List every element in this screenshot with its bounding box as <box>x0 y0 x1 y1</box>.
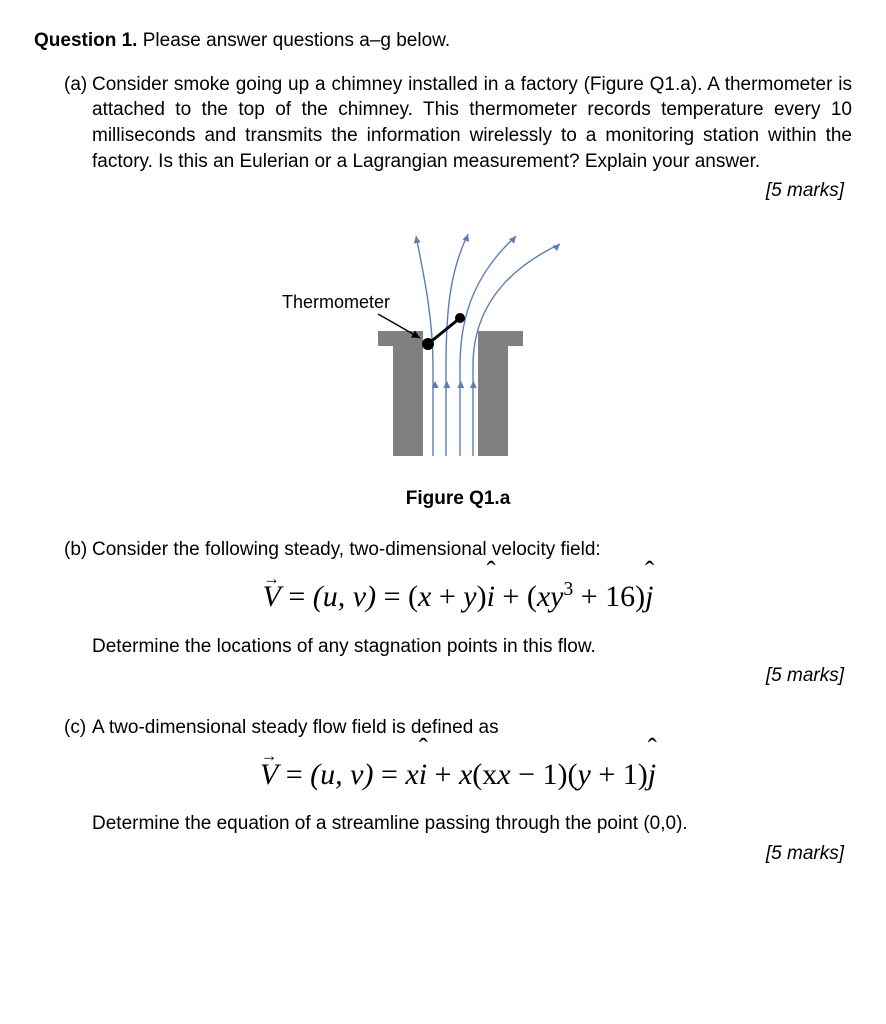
part-b-equation: →V = (u, v) = (x + y)ˆi + (xy3 + 16)ˆj <box>64 577 852 618</box>
part-a-text: Consider smoke going up a chimney instal… <box>92 72 852 175</box>
part-c-intro: A two-dimensional steady flow field is d… <box>92 717 499 738</box>
question-number: Question 1. <box>34 30 137 51</box>
part-a: (a) Consider smoke going up a chimney in… <box>64 72 852 512</box>
part-a-marks: [5 marks] <box>64 178 852 204</box>
figure-caption: Figure Q1.a <box>406 486 511 512</box>
part-c: (c) A two-dimensional steady flow field … <box>64 715 852 866</box>
figure-q1a: Thermometer Figure Q1.a <box>64 216 852 512</box>
question-instruction: Please answer questions a–g below. <box>143 30 450 51</box>
question-heading: Question 1. Please answer questions a–g … <box>34 28 852 54</box>
part-b: (b) Consider the following steady, two-d… <box>64 537 852 688</box>
part-c-marks: [5 marks] <box>64 841 852 867</box>
chimney-diagram: Thermometer <box>268 216 648 476</box>
part-c-equation: →V = (u, v) = xˆi + x(xx − 1)(y + 1)ˆj <box>64 755 852 796</box>
svg-text:Thermometer: Thermometer <box>282 292 390 312</box>
part-b-marks: [5 marks] <box>64 663 852 689</box>
part-a-label: (a) <box>64 72 92 175</box>
part-b-label: (b) <box>64 537 92 563</box>
part-b-task: Determine the locations of any stagnatio… <box>92 634 852 660</box>
part-c-task: Determine the equation of a streamline p… <box>92 811 852 837</box>
part-b-intro: Consider the following steady, two-dimen… <box>92 539 601 560</box>
part-c-label: (c) <box>64 715 92 741</box>
